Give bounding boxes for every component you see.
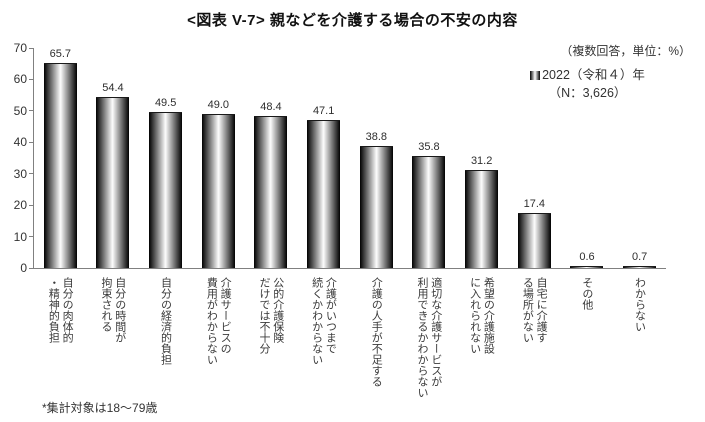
bar-column: 54.4 — [87, 48, 140, 268]
bar-value-label: 48.4 — [260, 100, 282, 113]
category-labels: 自分の肉体的 ・精神的負担 自分の時間が 拘束される 自分の経済的負担 介護サービスの… — [33, 277, 665, 415]
bar — [623, 265, 657, 268]
bar-column: 65.7 — [34, 48, 87, 268]
bar-column: 0.7 — [613, 48, 666, 268]
bar — [412, 155, 446, 268]
y-axis-label: 60 — [13, 72, 27, 87]
bar — [201, 114, 235, 268]
bar-value-label: 49.5 — [154, 97, 177, 110]
category-label: 公的介護保険 だけでは不十分 — [258, 277, 284, 354]
bar-column: 49.5 — [139, 48, 192, 268]
bar — [359, 146, 393, 268]
y-axis-label: 10 — [13, 229, 27, 244]
footnote: *集計対象は18〜79歳 — [42, 401, 158, 415]
category-label: 適切な介護サービスが 利用できるかわからない — [416, 277, 442, 398]
y-axis-tick — [29, 173, 34, 175]
y-axis-label: 0 — [20, 261, 27, 275]
category-label: 介護サービスの 費用がわからない — [205, 277, 232, 365]
bar — [465, 169, 499, 268]
bar-value-label: 0.7 — [632, 250, 648, 263]
chart-title: <図表 V-7> 親などを介護する場合の不安の内容 — [187, 12, 518, 29]
category-label: その他 — [580, 277, 593, 310]
y-axis-label: 50 — [13, 103, 27, 118]
bar-column: 48.4 — [245, 48, 298, 268]
bar-column: 0.6 — [561, 48, 614, 268]
y-axis-tick — [29, 267, 34, 269]
legend-series-label: 2022（令和４）年 — [542, 68, 645, 82]
category-label: 自分の経済的負担 — [159, 277, 172, 365]
y-axis-label: 20 — [13, 198, 27, 213]
bar-value-label: 17.4 — [523, 198, 546, 211]
bar — [517, 213, 551, 268]
category-label: 自分の肉体的 ・精神的負担 — [47, 277, 74, 343]
bar-value-label: 35.8 — [418, 140, 440, 153]
legend-n-label: （N：3,626） — [548, 86, 627, 101]
bar — [96, 97, 130, 268]
bar — [43, 63, 77, 268]
note-multiple-response: （複数回答，単位：%） — [560, 44, 691, 58]
category-label: 自宅に介護す る場所がない — [521, 277, 548, 343]
plot-area: 0 10 20 30 40 50 60 70 65.7 54.4 49.5 49.0 48.4 47.1 3… — [14, 41, 666, 275]
bar-column: 17.4 — [508, 48, 561, 268]
category-label: 希望の介護施設 に入れられない — [468, 277, 495, 354]
y-axis-label: 70 — [13, 41, 27, 55]
bar-value-label: 47.1 — [312, 104, 335, 117]
bar — [149, 112, 183, 268]
bar — [307, 119, 341, 268]
bar-value-label: 65.7 — [49, 48, 72, 60]
bar-value-label: 31.2 — [470, 154, 493, 167]
y-axis-tick — [29, 141, 34, 143]
category-label: わからない — [633, 277, 646, 332]
bar — [254, 115, 288, 268]
bar — [570, 266, 604, 268]
bar-value-label: 0.6 — [579, 251, 595, 263]
bar-value-label: 49.0 — [207, 99, 230, 111]
bar-column: 31.2 — [455, 48, 508, 268]
bar-column: 49.0 — [192, 48, 245, 268]
legend: 2022（令和４）年 （N：3,626） — [505, 66, 670, 102]
bar-value-label: 38.8 — [365, 131, 388, 144]
y-axis-tick — [29, 110, 34, 112]
y-axis-label: 40 — [13, 135, 27, 150]
y-axis-tick — [29, 236, 34, 238]
category-label: 自分の時間が 拘束される — [100, 277, 126, 343]
y-axis-tick — [29, 78, 34, 80]
y-axis-label: 30 — [13, 166, 27, 181]
bar-value-label: 54.4 — [102, 82, 124, 95]
category-label: 介護がいつまで 続くかわからない — [310, 277, 337, 365]
category-label: 介護の人手が不足する — [370, 277, 383, 387]
y-axis-tick — [29, 47, 34, 49]
bar-column: 47.1 — [297, 48, 350, 268]
legend-swatch-icon — [530, 71, 541, 80]
bar-column: 35.8 — [403, 48, 456, 268]
bar-column: 38.8 — [350, 48, 403, 268]
y-axis-tick — [29, 204, 34, 206]
